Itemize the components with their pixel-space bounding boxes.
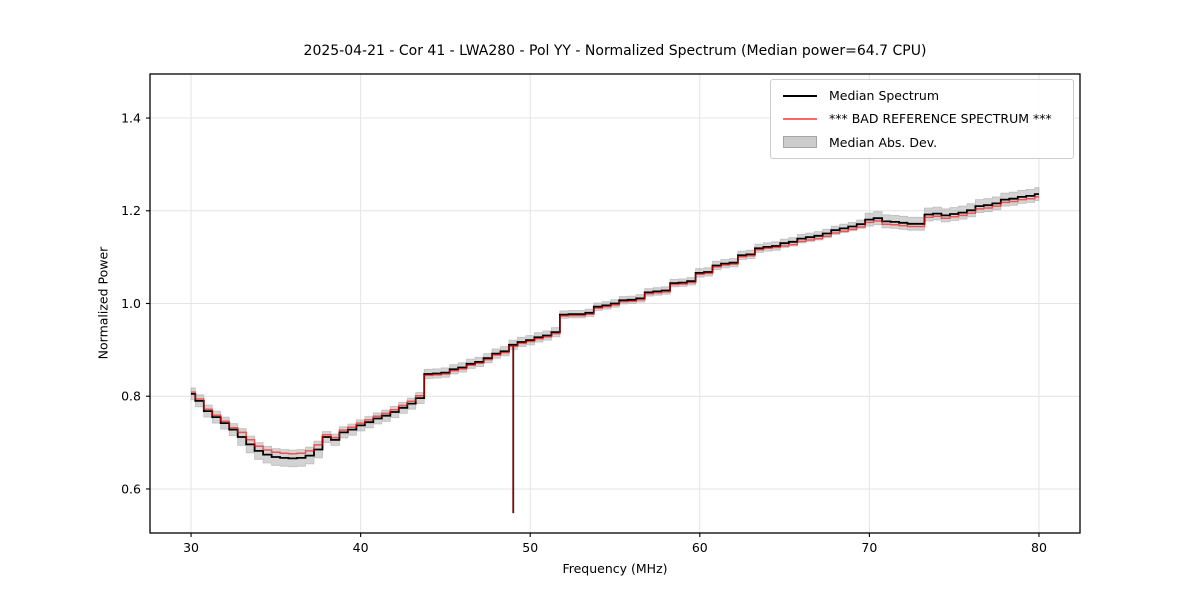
legend-item-bad-reference: *** BAD REFERENCE SPECTRUM *** (783, 107, 1063, 130)
legend-item-median-abs-dev: Median Abs. Dev. (783, 131, 1063, 154)
median-abs-dev-patch-swatch (783, 136, 817, 149)
y-tick-label: 1.4 (121, 110, 141, 125)
legend-label: Median Spectrum (829, 88, 940, 104)
y-tick-label: 0.8 (121, 389, 141, 404)
legend-label: Median Abs. Dev. (829, 134, 938, 150)
x-tick-label: 80 (1031, 540, 1047, 555)
y-axis-label: Normalized Power (95, 246, 111, 360)
figure-title: 2025-04-21 - Cor 41 - LWA280 - Pol YY - … (303, 43, 927, 59)
x-axis-label: Frequency (MHz) (562, 561, 668, 576)
x-tick-label: 70 (861, 540, 877, 555)
legend-label: *** BAD REFERENCE SPECTRUM *** (829, 111, 1052, 127)
bad-reference-line-swatch (783, 117, 817, 120)
median-spectrum-line (191, 193, 1039, 460)
x-tick-label: 30 (183, 540, 199, 555)
median-spectrum-line-swatch (783, 94, 817, 97)
x-tick-label: 60 (692, 540, 708, 555)
y-tick-label: 1.2 (121, 203, 141, 218)
bad-reference-line (191, 196, 1039, 455)
x-tick-label: 50 (522, 540, 538, 555)
mad-band (190, 187, 1040, 468)
legend: Median Spectrum *** BAD REFERENCE SPECTR… (770, 79, 1074, 159)
y-tick-label: 1.0 (121, 296, 141, 311)
x-tick-label: 40 (353, 540, 369, 555)
y-tick-label: 0.6 (121, 481, 141, 496)
legend-item-median-spectrum: Median Spectrum (783, 84, 1063, 107)
